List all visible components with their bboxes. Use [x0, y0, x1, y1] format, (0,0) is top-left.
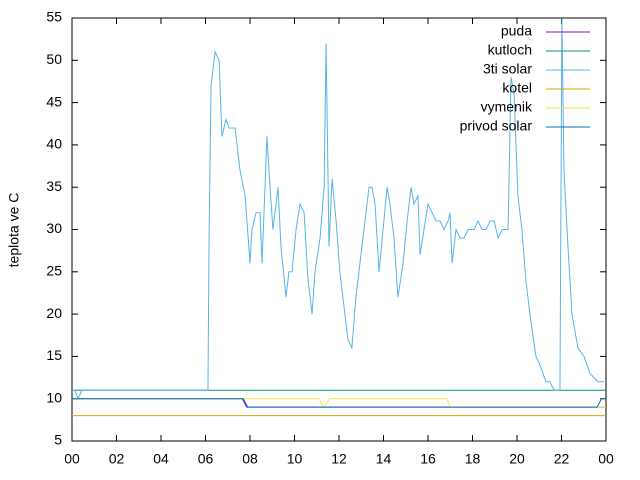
- legend-label: puda: [501, 23, 532, 39]
- x-tick-label: 22: [554, 451, 570, 467]
- series-line: [72, 398, 606, 408]
- y-tick-label: 5: [54, 432, 62, 448]
- y-tick-label: 20: [46, 305, 62, 321]
- x-tick-label: 06: [198, 451, 214, 467]
- y-axis-label: teplota ve C: [6, 193, 22, 268]
- legend-label: privod solar: [460, 118, 533, 134]
- x-tick-label: 12: [331, 451, 347, 467]
- series-line: [72, 398, 606, 408]
- legend-label: 3ti solar: [483, 61, 532, 77]
- series-line: [72, 17, 604, 400]
- x-tick-label: 20: [509, 451, 525, 467]
- y-tick-label: 40: [46, 136, 62, 152]
- series-line: [72, 398, 606, 409]
- x-tick-label: 08: [242, 451, 258, 467]
- legend-label: kutloch: [488, 42, 532, 58]
- y-tick-label: 35: [46, 178, 62, 194]
- legend-label: vymenik: [481, 99, 533, 115]
- x-tick-label: 00: [598, 451, 614, 467]
- y-tick-label: 25: [46, 263, 62, 279]
- y-tick-label: 45: [46, 93, 62, 109]
- y-tick-label: 30: [46, 220, 62, 236]
- y-tick-label: 15: [46, 347, 62, 363]
- x-tick-label: 14: [376, 451, 392, 467]
- legend-label: kotel: [502, 80, 532, 96]
- y-tick-label: 10: [46, 389, 62, 405]
- x-tick-label: 00: [64, 451, 80, 467]
- y-tick-label: 50: [46, 51, 62, 67]
- x-tick-label: 04: [153, 451, 169, 467]
- x-tick-label: 18: [465, 451, 481, 467]
- x-tick-label: 10: [287, 451, 303, 467]
- y-tick-label: 55: [46, 9, 62, 25]
- x-tick-label: 02: [109, 451, 125, 467]
- x-tick-label: 16: [420, 451, 436, 467]
